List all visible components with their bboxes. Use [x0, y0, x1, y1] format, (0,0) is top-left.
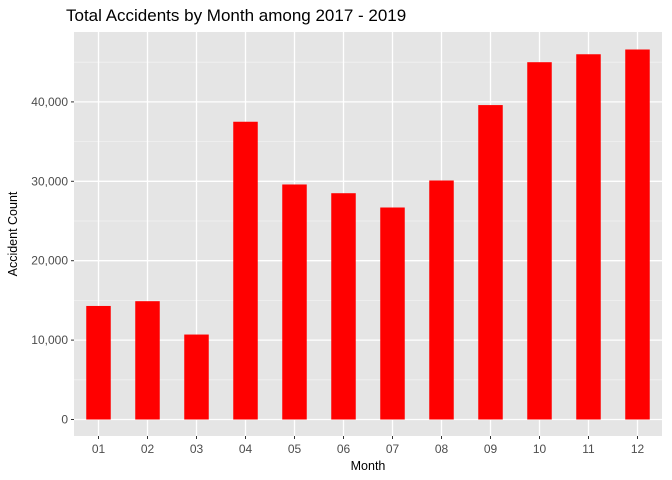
- x-tick-label: 02: [141, 442, 155, 456]
- x-tick-label: 11: [582, 442, 595, 456]
- bar-10: [527, 62, 552, 420]
- bar-07: [380, 207, 405, 420]
- bar-04: [233, 121, 258, 420]
- bar-02: [135, 301, 160, 420]
- y-axis-label: Accident Count: [6, 191, 20, 276]
- y-tick-label: 20,000: [31, 254, 68, 268]
- x-tick-label: 12: [631, 442, 645, 456]
- bar-08: [429, 180, 454, 420]
- bar-09: [478, 105, 503, 420]
- y-tick-label: 0: [61, 413, 68, 427]
- x-tick-label: 09: [484, 442, 498, 456]
- x-tick-label: 08: [435, 442, 449, 456]
- bar-03: [184, 334, 209, 420]
- bar-11: [576, 54, 601, 420]
- chart-title: Total Accidents by Month among 2017 - 20…: [66, 6, 406, 25]
- x-tick-label: 03: [190, 442, 204, 456]
- bar-12: [625, 49, 650, 420]
- y-tick-label: 10,000: [31, 333, 68, 347]
- x-tick-label: 01: [92, 442, 106, 456]
- x-tick-label: 07: [386, 442, 400, 456]
- x-axis-label: Month: [351, 459, 386, 473]
- minor-gridlines: [74, 61, 662, 381]
- x-tick-label: 04: [239, 442, 253, 456]
- bar-01: [86, 305, 111, 420]
- bar-series: [86, 49, 650, 420]
- y-tick-label: 30,000: [31, 174, 68, 188]
- bar-05: [282, 184, 307, 420]
- bar-06: [331, 193, 356, 420]
- x-tick-label: 05: [288, 442, 302, 456]
- y-tick-label: 40,000: [31, 95, 68, 109]
- x-axis: 01 02 03 04 05 06 07 08 09 10 11 12: [92, 436, 645, 456]
- x-tick-label: 10: [533, 442, 547, 456]
- y-axis: 0 10,000 20,000 30,000 40,000: [31, 95, 74, 427]
- plot-panel: [74, 32, 662, 436]
- x-tick-label: 06: [337, 442, 351, 456]
